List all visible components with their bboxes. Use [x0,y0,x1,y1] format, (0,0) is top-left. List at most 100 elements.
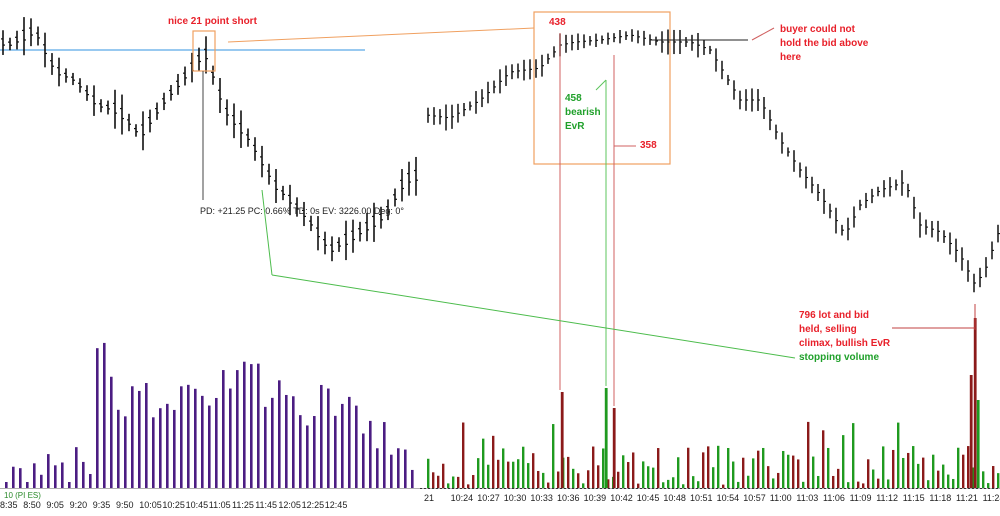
volume-bar [767,466,770,488]
x-tick-label: 11:24 [983,493,1000,503]
note-nice-short: nice 21 point short [168,16,258,27]
volume-bar [922,457,925,488]
volume-bar [341,403,344,488]
volume-bar [827,447,830,488]
volume-bar [572,468,575,488]
x-tick-label: 9:20 [70,500,88,510]
volume-bar [622,455,625,488]
volume-bar [432,472,435,488]
x-tick-label: 11:09 [850,493,872,503]
volume-bar [243,361,246,488]
volume-bar [947,474,950,488]
volume-bar [967,446,970,488]
volume-bar [447,483,450,488]
volume-bar [907,452,910,488]
volume-bar [19,468,22,488]
volume-bar [96,348,99,488]
volume-bar [937,470,940,488]
volume-bar [442,463,445,488]
annotation-guides [0,11,1000,489]
volume-bar [124,416,127,488]
volume-bar [957,447,960,488]
x-tick-label: 10:30 [504,493,527,503]
note-lot-3: climax, bullish EvR [799,338,891,349]
x-tick-label: 10:33 [530,493,553,503]
volume-bar [737,481,740,488]
volume-bar [26,482,29,488]
volume-bar [857,481,860,488]
volume-bar [383,422,386,488]
volume-bar [437,475,440,488]
x-tick-label: 10:45 [637,493,660,503]
note-bearish: bearish [565,107,601,118]
volume-bar [662,482,665,488]
volume-bar [692,476,695,488]
volume-bar [502,448,505,488]
note-buyer-2: hold the bid above [780,38,869,49]
volume-bar [427,458,430,488]
x-tick-label: 10:27 [477,493,500,503]
volume-bar [236,370,239,488]
volume-bar [872,469,875,488]
volume-bar [334,415,337,488]
x-tick-label: 12:05 [278,500,301,510]
volume-bar [47,454,50,488]
volume-bar [742,457,745,488]
volume-bar [61,462,64,488]
x-tick-label: 8:35 [0,500,18,510]
x-tick-label: 11:25 [232,500,254,510]
volume-bar [257,363,260,488]
x-tick-label: 10:42 [610,493,633,503]
volume-bar [527,463,530,488]
x-tick-label: 10:54 [717,493,740,503]
volume-spike [612,408,616,488]
volume-bar [837,468,840,488]
volume-bar [68,482,71,488]
note-buyer-3: here [780,52,802,63]
volume-bar [847,482,850,488]
volume-bar [587,470,590,488]
volume-bar [215,397,218,488]
volume-label: 10 (PI ES) [4,491,41,500]
volume-bar [557,471,560,488]
volume-bar [145,383,148,488]
x-tick-label: 10:51 [690,493,713,503]
volume-bar [617,471,620,488]
volume-bar [376,448,379,488]
volume-bar [722,484,725,488]
stopping-pointer-2 [271,274,796,359]
volume-bar [222,370,225,488]
x-tick-label: 11:03 [796,493,818,503]
top-highlight-box [533,11,671,165]
volume-bar [457,476,460,488]
volume-bar [82,461,85,488]
volume-bar [962,454,965,488]
volume-bar [762,447,765,488]
volume-bar [772,478,775,488]
short-highlight-box [192,30,216,72]
volume-bar [752,458,755,488]
x-tick-label: 10:39 [584,493,607,503]
volume-bar [902,457,905,488]
note-lot-1: 796 lot and bid [799,310,869,321]
volume-bar [802,481,805,488]
volume-bar [972,467,975,488]
volume-bar [327,388,330,488]
volume-spike [969,375,973,488]
volume-bar [180,386,183,488]
volume-bar [138,390,141,488]
short-to-top-connector [227,27,535,43]
note-438: 438 [549,17,566,28]
x-tick-label: 9:05 [46,500,64,510]
note-358: 358 [640,140,657,151]
volume-bar [592,446,595,488]
volume-bar [807,421,810,488]
volume-spike [560,392,564,488]
note-buyer-1: buyer could not [780,24,856,35]
volume-bar [897,422,900,488]
stopping-pointer-1 [261,189,273,276]
volume-bar [542,472,545,488]
volume-bar [707,446,710,488]
volume-bar [89,474,92,488]
